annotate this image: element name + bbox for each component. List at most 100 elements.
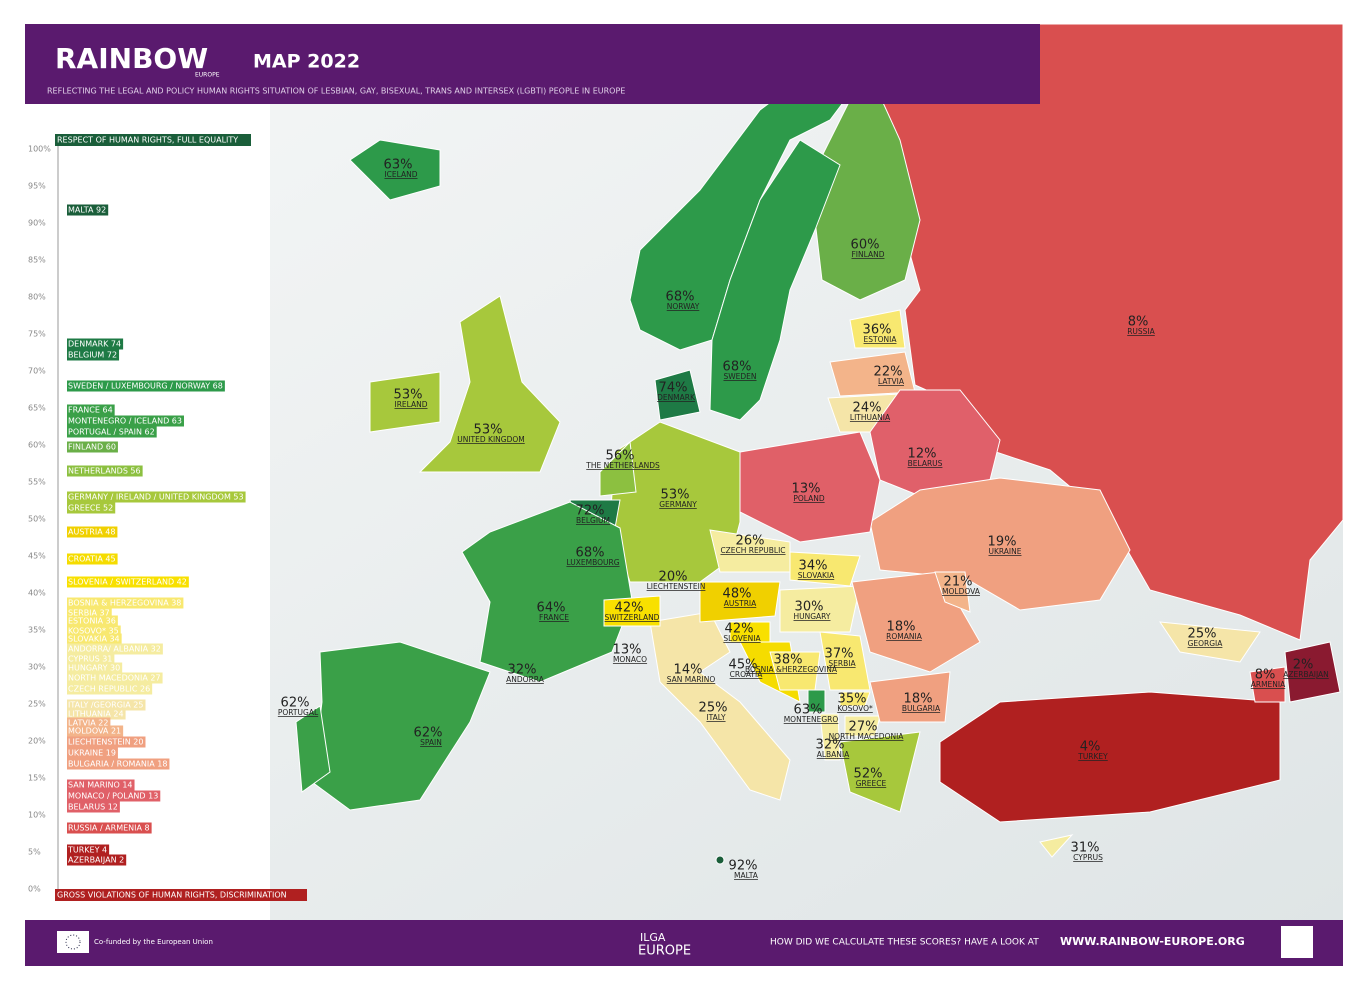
country-name: MALTA	[734, 871, 759, 880]
legend-box	[67, 747, 118, 759]
country-name: RUSSIA	[1127, 327, 1155, 336]
country-score: 2%	[1293, 658, 1314, 673]
country-name: AZERBAIJAN	[1283, 670, 1329, 679]
country-name: UNITED KINGDOM	[457, 435, 525, 444]
malta	[715, 855, 725, 865]
country-name: GREECE	[856, 779, 887, 788]
country-name: LATVIA	[878, 377, 905, 386]
norway	[629, 79, 861, 351]
legend-box	[67, 380, 225, 392]
country-score: 62%	[281, 696, 310, 711]
country-score: 24%	[853, 401, 882, 416]
country-score: 63%	[794, 703, 823, 718]
qr-code[interactable]	[1281, 926, 1313, 958]
legend-box	[67, 426, 157, 438]
scale-tick: 80%	[28, 293, 46, 302]
legend-entry: FRANCE 64	[68, 406, 113, 415]
country-name: IRELAND	[394, 400, 427, 409]
legend-entry: MONTENEGRO / ICELAND 63	[68, 417, 182, 426]
legend-entry: BULGARIA / ROMANIA 18	[68, 760, 167, 769]
country-score: 32%	[508, 663, 537, 678]
country-name: UKRAINE	[988, 547, 1021, 556]
scale-tick: 45%	[28, 552, 46, 561]
scale-tick: 60%	[28, 441, 46, 450]
scale-tick: 15%	[28, 774, 46, 783]
country-name: ARMENIA	[1251, 680, 1286, 689]
legend-box	[67, 441, 118, 453]
legend-entry: TURKEY 4	[67, 846, 107, 855]
country-score: 56%	[606, 449, 635, 464]
country-name: CZECH REPUBLIC	[720, 546, 785, 555]
serbia	[819, 631, 871, 691]
country-score: 68%	[576, 546, 605, 561]
legend-entry: MALTA 92	[68, 206, 106, 215]
moldova	[934, 571, 971, 613]
country-name: SLOVENIA	[723, 634, 761, 643]
scale-bottom-label: GROSS VIOLATIONS OF HUMAN RIGHTS, DISCRI…	[57, 891, 287, 900]
legend-box	[67, 672, 163, 684]
legend-box	[67, 779, 135, 791]
legend-box	[67, 415, 184, 427]
country-name: FRANCE	[539, 613, 569, 622]
scale-tick: 10%	[28, 811, 46, 820]
country-score: 31%	[1071, 841, 1100, 856]
logo-sub: EUROPE	[195, 72, 220, 79]
country-score: 37%	[825, 647, 854, 662]
cyprus	[1039, 834, 1074, 858]
legend-box	[67, 526, 118, 538]
country-score: 92%	[729, 859, 758, 874]
legend-entry: DENMARK 74	[68, 340, 121, 349]
legend-box	[67, 801, 120, 813]
country-name: SLOVAKIA	[798, 571, 835, 580]
iceland	[349, 139, 441, 201]
country-name: DENMARK	[657, 393, 696, 402]
scale-tick: 25%	[28, 700, 46, 709]
scale-tick: 20%	[28, 737, 46, 746]
albania	[819, 713, 841, 761]
country-score: 22%	[874, 365, 903, 380]
country-score: 18%	[904, 692, 933, 707]
country-score: 25%	[699, 701, 728, 716]
country-score: 68%	[666, 290, 695, 305]
footer	[25, 920, 1343, 966]
country-score: 60%	[851, 238, 880, 253]
georgia	[1158, 621, 1261, 663]
logo: RAINBOW	[55, 42, 208, 75]
estonia	[849, 309, 906, 349]
country-score: 32%	[816, 738, 845, 753]
kosovo	[839, 691, 871, 707]
country-score: 4%	[1080, 740, 1101, 755]
country-name: BELARUS	[908, 459, 943, 468]
country-name: HUNGARY	[794, 612, 831, 621]
country-score: 8%	[1255, 668, 1276, 683]
legend-entry: AZERBAIJAN 2	[68, 856, 124, 865]
website-link[interactable]: WWW.RAINBOW-EUROPE.ORG	[1060, 935, 1245, 948]
country-name: SERBIA	[828, 659, 856, 668]
country-score: 53%	[474, 423, 503, 438]
legend-entry: BELGIUM 72	[68, 351, 117, 360]
legend-box	[67, 844, 110, 856]
legend-box	[67, 204, 109, 216]
country-score: 42%	[725, 622, 754, 637]
title: MAP 2022	[253, 51, 360, 73]
legend-entry: SLOVAKIA 34	[68, 635, 120, 644]
belarus	[869, 389, 1001, 501]
legend-entry: LIECHTENSTEIN 20	[68, 738, 143, 747]
legend-box	[67, 708, 126, 720]
france	[461, 501, 633, 683]
scale-tick: 95%	[28, 182, 46, 191]
austria	[699, 581, 781, 623]
subtitle: REFLECTING THE LEGAL AND POLICY HUMAN RI…	[47, 87, 625, 96]
scale-tick: 35%	[28, 626, 46, 635]
country-score: 34%	[799, 559, 828, 574]
legend-box	[67, 662, 123, 674]
country-score: 42%	[615, 601, 644, 616]
legend-box	[67, 502, 116, 514]
country-score: 68%	[723, 360, 752, 375]
legend-entry: CYPRUS 31	[68, 655, 112, 664]
country-name: BELGIUM	[576, 516, 610, 525]
country-name: SWEDEN	[723, 372, 756, 381]
country-score: 30%	[795, 600, 824, 615]
country-score: 53%	[661, 488, 690, 503]
scale-tick: 0%	[28, 885, 41, 894]
